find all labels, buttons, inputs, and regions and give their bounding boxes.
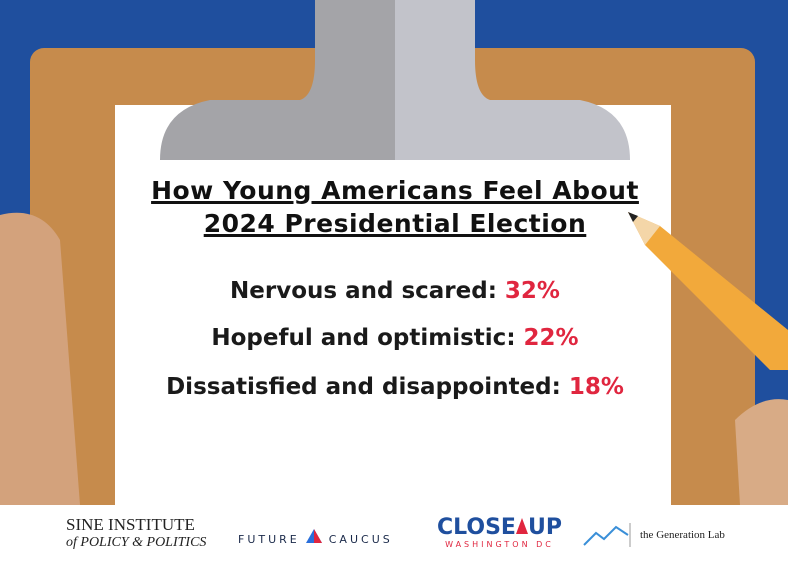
logo-text: WASHINGTON DC — [445, 540, 554, 549]
stat-label: Nervous and scared: — [230, 278, 497, 304]
stat-value: 22% — [523, 325, 579, 351]
logo-text: FUTURE — [238, 533, 300, 546]
logo-bar: SINE INSTITUTE of POLICY & POLITICS FUTU… — [0, 505, 788, 565]
logo-future-caucus: FUTURE CAUCUS — [238, 529, 393, 546]
title-line: 2024 Presidential Election — [203, 209, 587, 238]
logo-text: CLOSE — [437, 515, 516, 540]
stat-item: Dissatisfied and disappointed: 18% — [115, 374, 675, 400]
logo-icon — [515, 518, 528, 534]
logo-icon — [306, 529, 323, 543]
stat-label: Hopeful and optimistic: — [211, 325, 516, 351]
stat-value: 18% — [568, 374, 624, 400]
logo-sine: SINE INSTITUTE of POLICY & POLITICS — [66, 515, 206, 551]
logo-icon — [583, 523, 631, 547]
logo-text: CAUCUS — [328, 533, 393, 546]
title-line: How Young Americans Feel About — [151, 176, 639, 205]
stat-item: Nervous and scared: 32% — [115, 278, 675, 304]
logo-text: of POLICY & POLITICS — [66, 535, 207, 550]
stat-label: Dissatisfied and disappointed: — [166, 374, 561, 400]
logo-generation-lab: the Generation Lab — [640, 529, 725, 541]
stat-item: Hopeful and optimistic: 22% — [115, 325, 675, 351]
stat-value: 32% — [504, 278, 560, 304]
logo-close-up: CLOSE UP WASHINGTON DC — [437, 515, 562, 549]
logo-text: SINE INSTITUTE — [66, 515, 195, 534]
logo-text: UP — [527, 515, 562, 540]
